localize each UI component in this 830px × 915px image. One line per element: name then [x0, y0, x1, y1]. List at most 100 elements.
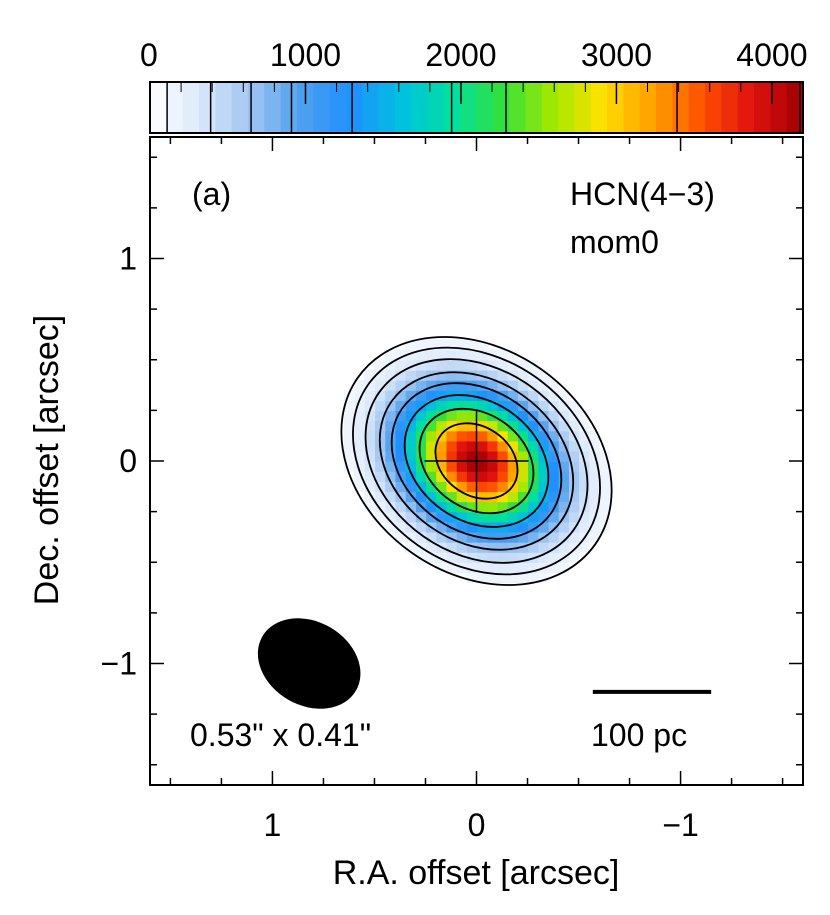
intensity-pixel — [425, 440, 437, 452]
intensity-pixel — [517, 471, 529, 482]
intensity-pixel — [394, 430, 406, 442]
intensity-pixel — [456, 471, 467, 482]
intensity-pixel — [405, 400, 416, 412]
intensity-pixel — [558, 450, 569, 462]
contour-line — [418, 407, 535, 515]
intensity-pixel — [435, 420, 447, 432]
intensity-pixel — [547, 481, 559, 493]
intensity-pixel — [558, 461, 569, 472]
intensity-pixel — [354, 410, 365, 422]
intensity-pixel — [405, 542, 416, 553]
intensity-pixel — [568, 521, 580, 533]
intensity-pixel — [476, 562, 488, 574]
intensity-pixel — [568, 420, 580, 432]
intensity-pixel — [476, 552, 488, 563]
intensity-pixel — [496, 562, 508, 574]
intensity-pixel — [507, 440, 518, 452]
intensity-pixel — [343, 400, 355, 412]
intensity-pixel — [537, 430, 549, 442]
intensity-pixel — [598, 471, 610, 482]
intensity-pixel — [476, 339, 488, 351]
intensity-pixel — [425, 410, 437, 422]
colorbar-cell — [558, 82, 576, 133]
intensity-pixel — [466, 572, 478, 584]
intensity-pixel — [527, 521, 539, 533]
intensity-pixel — [405, 369, 416, 381]
intensity-pixel — [394, 501, 406, 513]
intensity-pixel — [445, 369, 457, 381]
intensity-pixel — [568, 491, 580, 503]
intensity-pixel — [364, 450, 376, 462]
intensity-pixel — [527, 501, 539, 513]
intensity-pixel — [445, 349, 457, 361]
intensity-pixel — [364, 420, 376, 432]
intensity-pixel — [405, 390, 416, 401]
intensity-pixel — [435, 491, 447, 503]
intensity-pixel — [405, 511, 416, 523]
intensity-pixel — [343, 430, 355, 442]
intensity-pixel — [445, 501, 457, 513]
intensity-pixel — [568, 552, 580, 563]
intensity-pixel — [476, 511, 488, 523]
intensity-pixel — [405, 491, 416, 503]
intensity-pixel — [405, 450, 416, 462]
tick-labels: 0 1000 2000 3000 4000 1 0 −1 1 0 −1 — [101, 37, 808, 843]
intensity-pixel — [476, 450, 488, 462]
intensity-pixel — [527, 511, 539, 523]
intensity-pixel — [374, 359, 386, 371]
colorbar-cell — [688, 82, 706, 133]
intensity-pixel — [496, 471, 508, 482]
intensity-pixel — [466, 380, 478, 391]
intensity-pixel — [486, 481, 498, 493]
intensity-pixel — [476, 461, 488, 472]
intensity-pixel — [588, 501, 600, 513]
intensity-pixel — [445, 410, 457, 422]
colorbar-cell — [280, 82, 298, 133]
intensity-pixel — [496, 410, 508, 422]
intensity-pixel — [527, 390, 539, 401]
intensity-map — [343, 339, 610, 584]
intensity-pixel — [384, 461, 396, 472]
intensity-pixel — [547, 552, 559, 563]
intensity-pixel — [466, 430, 478, 442]
intensity-pixel — [466, 481, 478, 493]
intensity-pixel — [456, 420, 467, 432]
intensity-pixel — [496, 390, 508, 401]
intensity-pixel — [435, 450, 447, 462]
intensity-pixel — [364, 430, 376, 442]
intensity-pixel — [527, 531, 539, 543]
colorbar-cell — [329, 82, 347, 133]
intensity-pixel — [445, 531, 457, 543]
intensity-pixel — [384, 471, 396, 482]
intensity-pixel — [405, 349, 416, 361]
intensity-pixel — [578, 410, 590, 422]
axis-ticks — [150, 137, 803, 785]
intensity-pixel — [476, 481, 488, 493]
intensity-pixel — [547, 542, 559, 553]
intensity-pixel — [466, 400, 478, 412]
colorbar-tick-label: 3000 — [581, 37, 652, 73]
intensity-pixel — [415, 369, 427, 381]
intensity-pixel — [568, 542, 580, 553]
intensity-pixel — [445, 400, 457, 412]
intensity-pixel — [496, 552, 508, 563]
intensity-pixel — [374, 471, 386, 482]
intensity-pixel — [558, 491, 569, 503]
intensity-pixel — [578, 420, 590, 432]
intensity-pixel — [415, 440, 427, 452]
intensity-pixel — [517, 359, 529, 371]
intensity-pixel — [364, 380, 376, 391]
beam-ellipse — [257, 618, 361, 709]
intensity-pixel — [496, 400, 508, 412]
intensity-pixel — [405, 501, 416, 513]
intensity-pixel — [578, 511, 590, 523]
colorbar-cell — [525, 82, 543, 133]
intensity-pixel — [496, 572, 508, 584]
intensity-pixel — [466, 339, 478, 351]
intensity-pixel — [588, 430, 600, 442]
intensity-pixel — [517, 521, 529, 533]
intensity-pixel — [435, 349, 447, 361]
colorbar-cell — [411, 82, 429, 133]
intensity-pixel — [445, 552, 457, 563]
colorbar-cell — [394, 82, 412, 133]
